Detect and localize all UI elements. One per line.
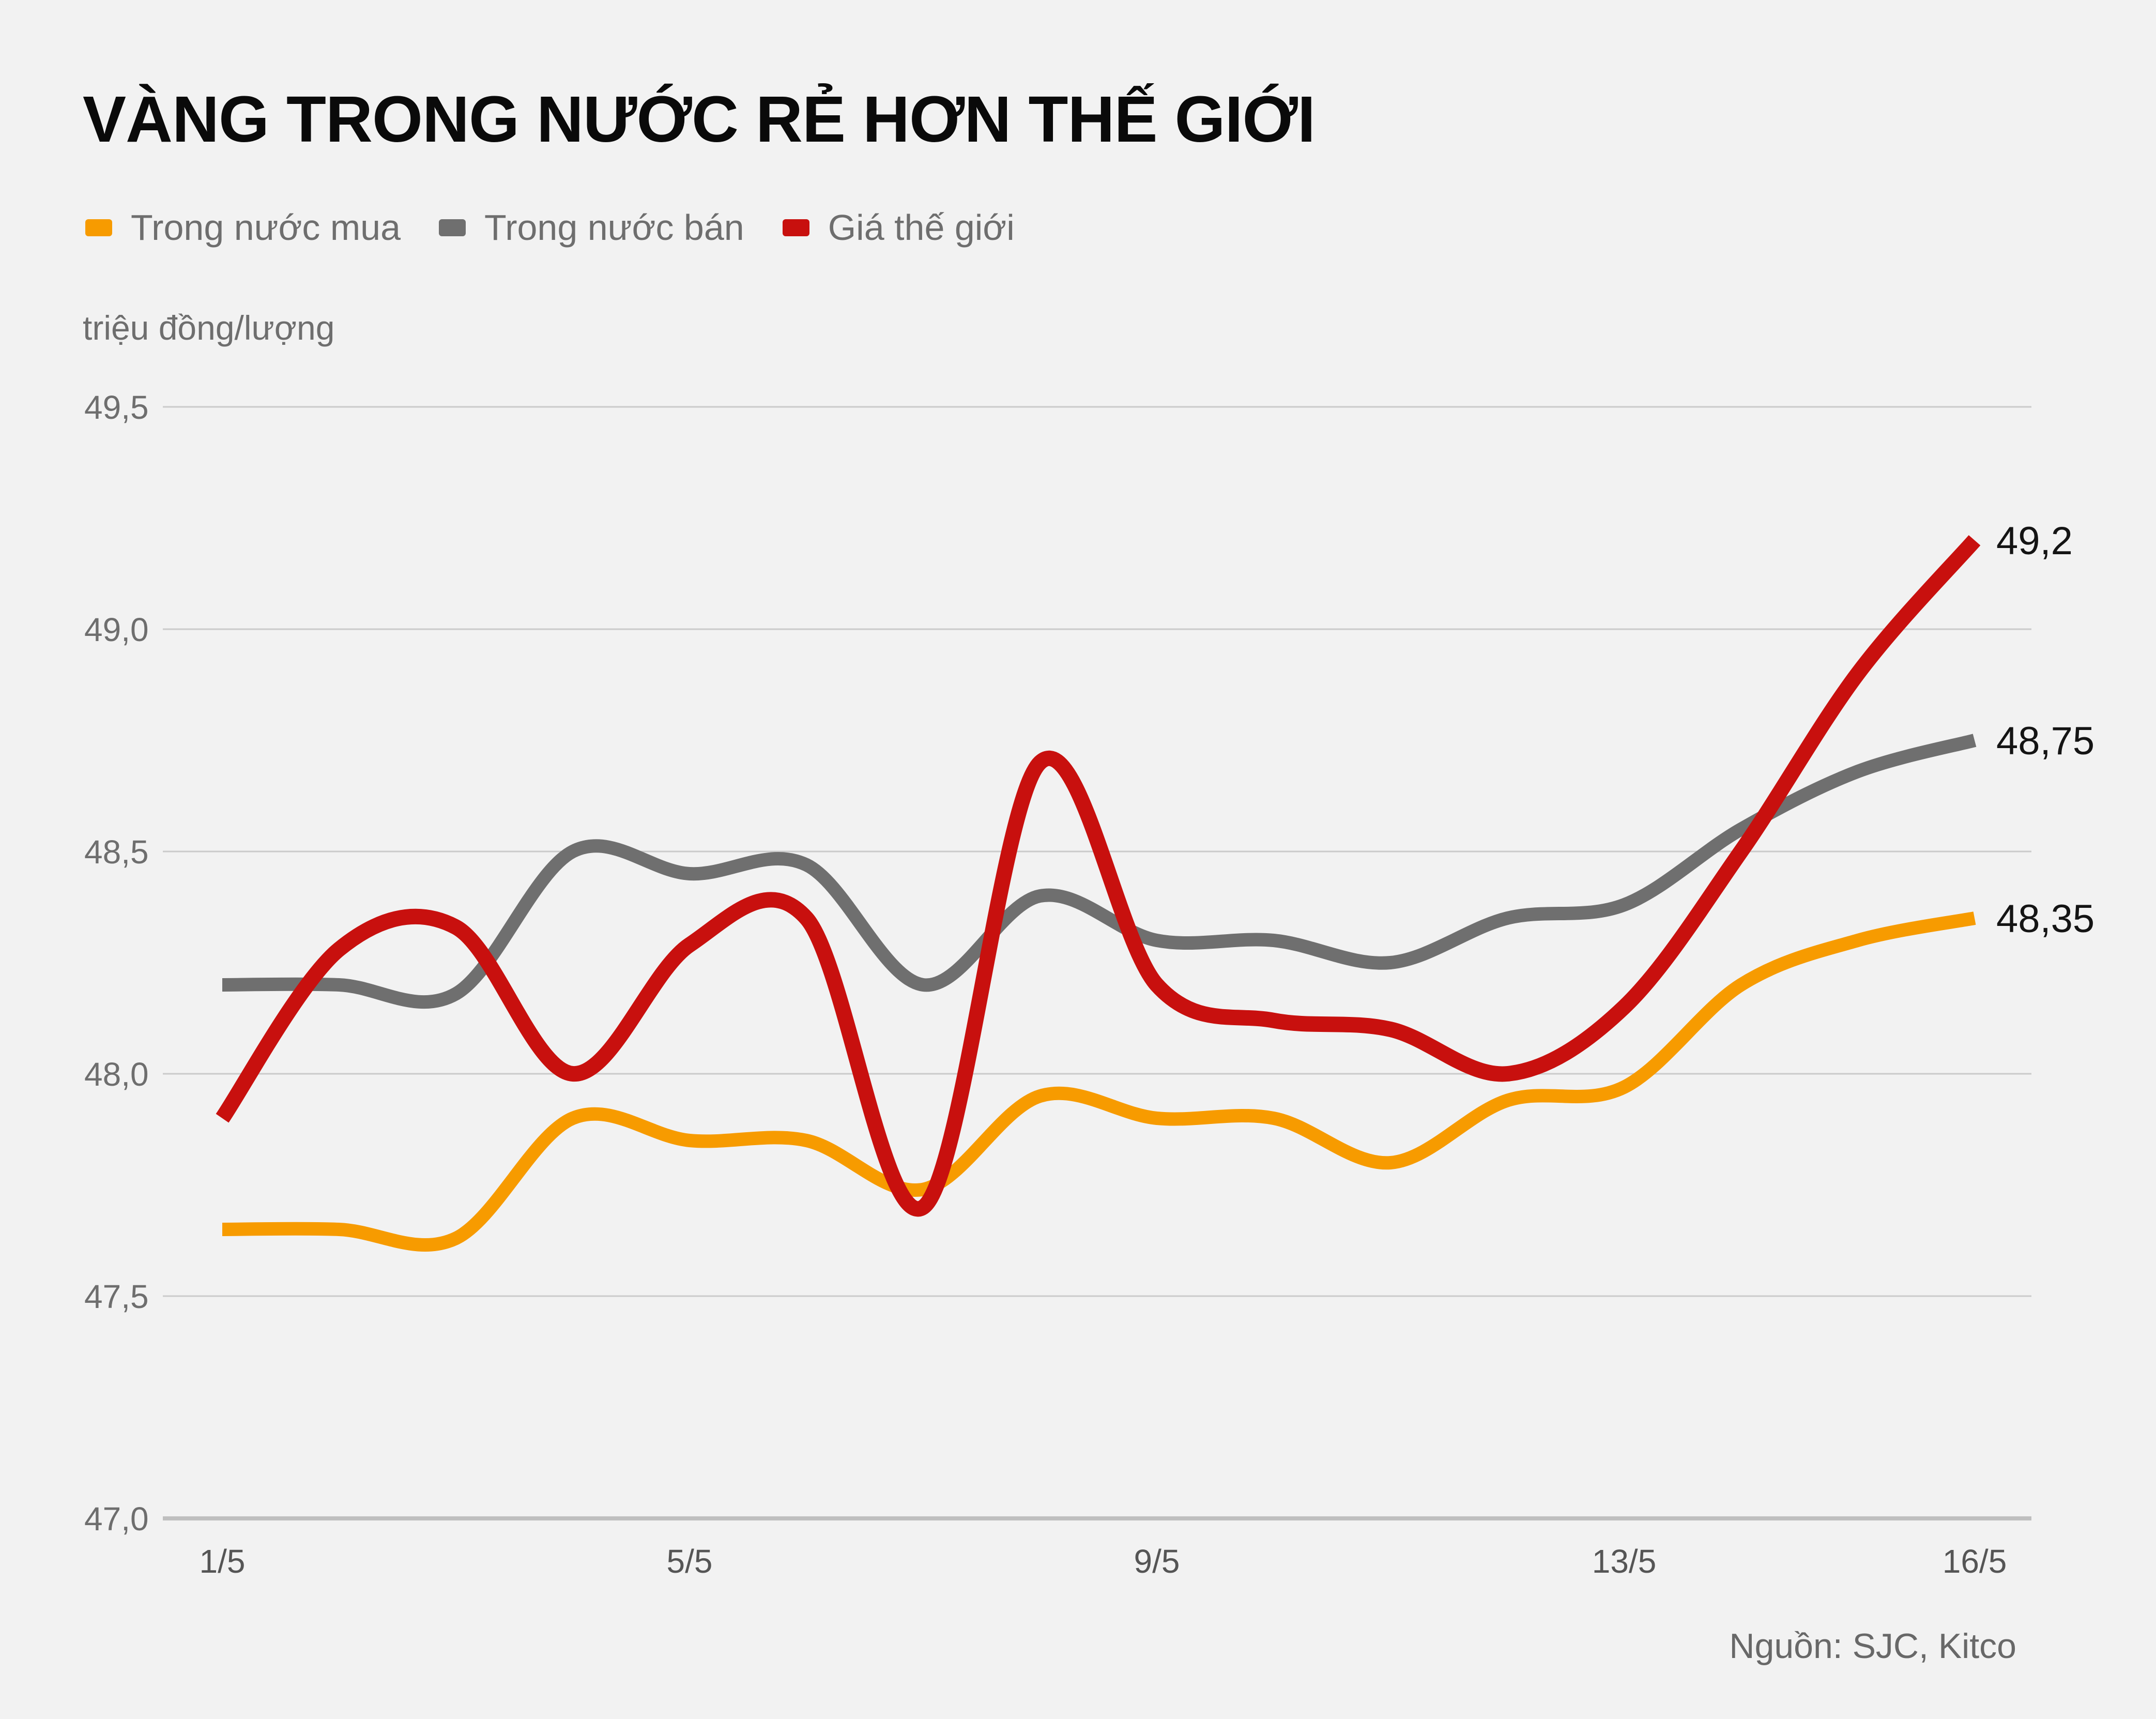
legend: Trong nước mua Trong nước bán Giá thế gi… (85, 207, 1015, 248)
y-tick-label: 49,5 (84, 389, 149, 426)
x-tick-label: 5/5 (667, 1543, 713, 1580)
x-tick-label: 16/5 (1943, 1543, 2007, 1580)
legend-swatch-trong-nuoc-mua (85, 219, 112, 236)
x-tick-label: 9/5 (1134, 1543, 1180, 1580)
y-tick-label: 47,0 (84, 1500, 149, 1538)
legend-item-trong-nuoc-ban: Trong nước bán (439, 207, 744, 248)
source-credit: Nguồn: SJC, Kitco (1729, 1626, 2016, 1666)
series-line-trong-nuoc-ban (222, 734, 1977, 1009)
legend-item-gia-the-gioi: Giá thế giới (782, 207, 1015, 248)
y-axis-unit-label: triệu đồng/lượng (83, 309, 335, 347)
series-end-label-trong-nuoc-mua: 48,35 (1996, 897, 2094, 941)
series-line-trong-nuoc-mua (222, 911, 1976, 1252)
legend-label-trong-nuoc-ban: Trong nước bán (484, 207, 744, 248)
y-tick-label: 47,5 (84, 1278, 149, 1315)
legend-label-trong-nuoc-mua: Trong nước mua (131, 207, 401, 248)
x-tick-label: 13/5 (1592, 1543, 1657, 1580)
legend-label-gia-the-gioi: Giá thế giới (828, 207, 1015, 248)
chart-title: VÀNG TRONG NƯỚC RẺ HƠN THẾ GIỚI (83, 83, 1316, 156)
x-tick-label: 1/5 (200, 1543, 246, 1580)
series-end-label-trong-nuoc-ban: 48,75 (1996, 719, 2094, 763)
y-tick-label: 49,0 (84, 611, 149, 648)
legend-swatch-gia-the-gioi (782, 219, 809, 236)
series-end-label-gia-the-gioi: 49,2 (1996, 519, 2073, 563)
legend-item-trong-nuoc-mua: Trong nước mua (85, 207, 401, 248)
y-tick-label: 48,0 (84, 1056, 149, 1093)
legend-swatch-trong-nuoc-ban (439, 219, 466, 236)
series-line-gia-the-gioi (216, 535, 1981, 1217)
y-tick-label: 48,5 (84, 833, 149, 871)
